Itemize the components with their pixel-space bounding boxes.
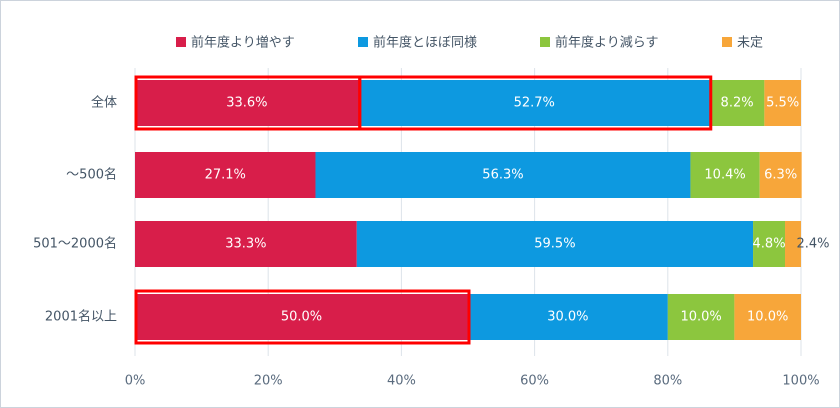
- bar-segment: [135, 152, 316, 198]
- data-label: 30.0%: [547, 310, 588, 325]
- bar-segment: [315, 152, 691, 198]
- data-label: 10.0%: [680, 310, 721, 325]
- legend-swatch: [540, 37, 550, 47]
- x-tick-label: 40%: [387, 374, 416, 389]
- x-tick-label: 100%: [782, 374, 819, 389]
- legend-label: 前年度とほぼ同様: [373, 35, 477, 51]
- bar-segment: [356, 221, 754, 267]
- bar-segment: [135, 80, 359, 126]
- bar-segment: [709, 80, 765, 126]
- legend-swatch: [722, 37, 732, 47]
- data-label: 10.4%: [704, 168, 745, 183]
- bar-segment: [764, 80, 801, 126]
- highlight-box: [134, 289, 471, 345]
- data-label: 6.3%: [764, 168, 797, 183]
- x-tick-label: 0%: [125, 374, 146, 389]
- bar-segment: [753, 221, 786, 267]
- data-label: 52.7%: [514, 96, 555, 111]
- y-tick-label: 501～2000名: [33, 236, 117, 252]
- bar-segment: [667, 294, 735, 340]
- legend-swatch: [358, 37, 368, 47]
- legend-swatch: [176, 37, 186, 47]
- data-label: 56.3%: [482, 168, 523, 183]
- y-tick-label: ～500名: [66, 167, 117, 183]
- data-label: 50.0%: [281, 310, 322, 325]
- bar-segment: [690, 152, 760, 198]
- legend-label: 未定: [737, 36, 763, 51]
- data-label: 5.5%: [766, 96, 799, 111]
- y-tick-label: 2001名以上: [45, 309, 117, 325]
- legend-label: 前年度より増やす: [191, 35, 295, 51]
- data-label: 33.3%: [225, 237, 266, 252]
- highlight-box: [358, 75, 713, 131]
- data-label: 27.1%: [205, 168, 246, 183]
- y-tick-label: 全体: [91, 95, 117, 111]
- data-label: 10.0%: [747, 310, 788, 325]
- x-tick-label: 60%: [520, 374, 549, 389]
- data-label: 2.4%: [796, 237, 829, 252]
- data-label: 59.5%: [534, 237, 575, 252]
- data-label: 33.6%: [226, 96, 267, 111]
- data-label: 8.2%: [721, 96, 754, 111]
- x-tick-label: 20%: [254, 374, 283, 389]
- x-tick-label: 80%: [653, 374, 682, 389]
- legend-label: 前年度より減らす: [555, 35, 658, 51]
- bar-segment: [358, 80, 710, 126]
- data-label: 4.8%: [753, 237, 786, 252]
- bar-segment: [759, 152, 802, 198]
- bar-segment: [785, 221, 801, 267]
- bar-segment: [734, 294, 801, 340]
- bar-segment: [135, 221, 357, 267]
- bar-segment: [135, 294, 468, 340]
- bar-segment: [468, 294, 668, 340]
